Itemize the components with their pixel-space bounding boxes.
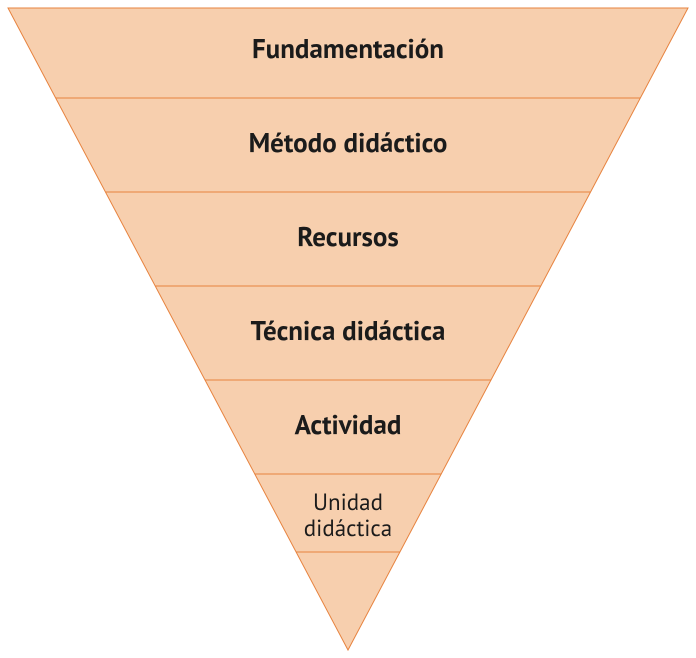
inverted-pyramid-diagram: FundamentaciónMétodo didácticoRecursosTé… [0, 0, 696, 658]
pyramid-svg [0, 0, 696, 658]
